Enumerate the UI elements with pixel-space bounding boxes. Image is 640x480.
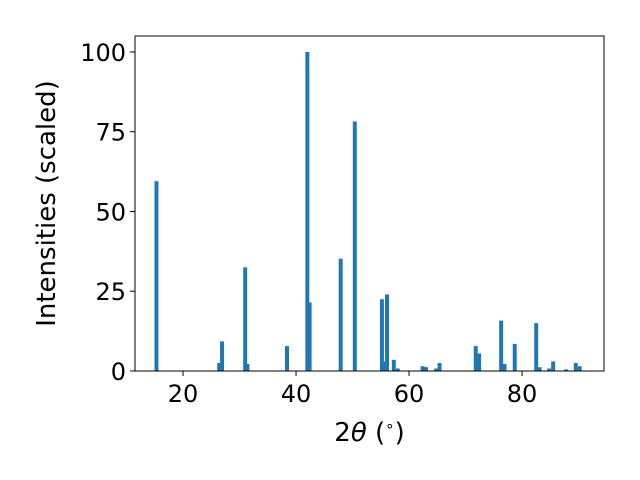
y-axis-ticks: 0 25 50 75 100 [80,39,135,386]
x-tick-label: 60 [394,380,425,408]
bar [391,359,396,371]
bar [395,368,400,371]
y-tick-label: 50 [95,198,126,226]
bar [473,346,478,371]
y-tick-label: 100 [80,39,126,67]
bar [534,323,539,371]
bar [385,294,389,371]
bar [379,299,384,371]
bar [547,368,552,371]
bar [154,181,159,371]
bar [285,346,289,371]
bar [424,367,428,371]
y-tick-label: 75 [95,119,126,147]
bar [434,368,439,371]
bar [338,258,343,371]
x-tick-label: 20 [168,380,199,408]
bar [305,51,310,371]
x-axis-label-degree: ∘ [385,417,394,435]
x-tick-label: 80 [507,380,538,408]
bars-group [154,51,582,371]
bar [499,320,504,371]
y-tick-label: 25 [95,278,126,306]
x-axis-label-symbol: θ [351,418,367,448]
bar [217,363,222,371]
x-axis-ticks: 20 40 60 80 [168,371,538,408]
bar [352,121,357,371]
bar [243,267,248,371]
bar [220,341,224,371]
bar [577,366,582,371]
bar [564,369,569,371]
x-axis-label-close: ) [395,418,405,448]
x-axis-label-suffix: ( [367,418,385,448]
bar [573,363,578,371]
bar [512,343,517,371]
x-axis-label: 2θ (∘) [334,417,404,448]
y-tick-label: 0 [111,358,126,386]
bar [420,366,425,371]
bar [437,363,442,371]
bar [245,363,250,371]
bar [307,302,312,371]
bar [477,353,482,371]
x-axis-label-prefix: 2 [334,418,351,448]
bar [551,361,556,371]
bar [382,361,387,371]
plot-frame [134,35,605,372]
y-axis-label: Intensities (scaled) [32,80,62,327]
x-tick-label: 40 [281,380,312,408]
bar [537,367,542,371]
bar [502,363,507,371]
